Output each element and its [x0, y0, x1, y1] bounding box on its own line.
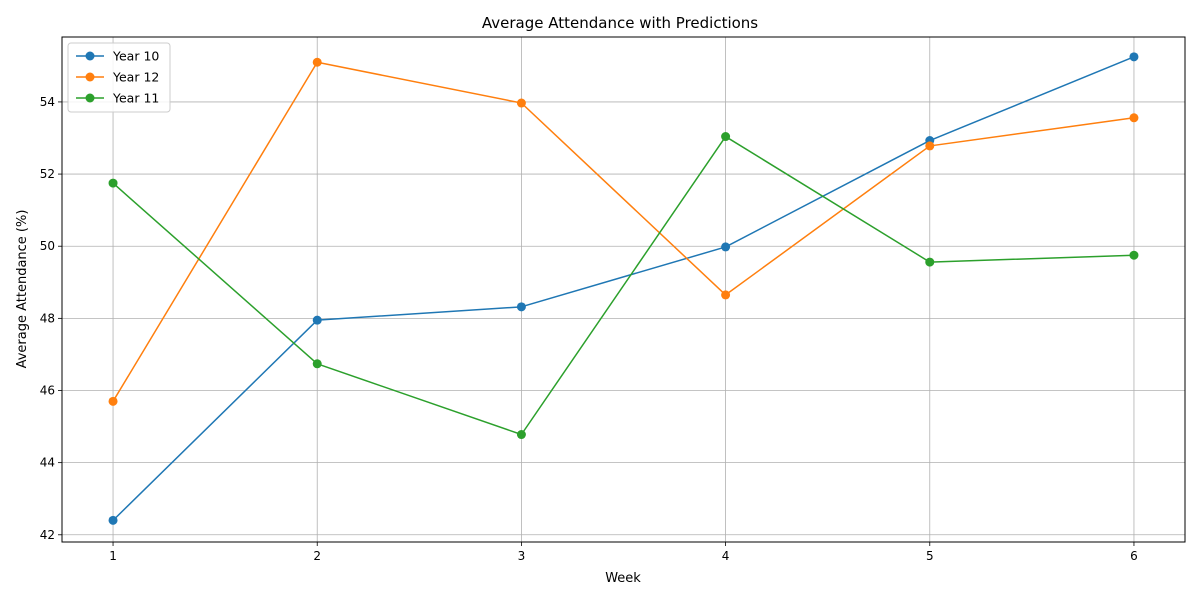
y-tick-label: 44	[40, 456, 55, 470]
x-tick-label: 1	[109, 549, 117, 563]
x-tick-label: 2	[313, 549, 321, 563]
legend-marker	[85, 51, 95, 61]
legend-item: Year 10	[76, 49, 159, 64]
y-tick-label: 42	[40, 528, 55, 542]
legend-marker	[85, 72, 95, 82]
series-group	[108, 52, 1139, 525]
data-point-year-10	[1129, 52, 1139, 62]
data-point-year-12	[721, 290, 731, 300]
legend-label: Year 12	[112, 70, 159, 85]
y-tick-label: 46	[40, 384, 55, 398]
series-line-year-12	[112, 61, 1135, 402]
data-point-year-10	[721, 242, 731, 252]
data-point-year-11	[108, 178, 118, 188]
y-tick-label: 50	[40, 239, 55, 253]
x-tick-label: 4	[722, 549, 730, 563]
data-point-year-11	[1129, 250, 1139, 260]
legend-marker	[85, 93, 95, 103]
data-point-year-12	[925, 141, 935, 151]
y-tick-label: 54	[40, 95, 55, 109]
legend-item: Year 12	[76, 70, 159, 85]
legend-box	[67, 42, 171, 113]
y-axis-title: Average Attendance (%)	[15, 210, 30, 369]
data-point-year-10	[516, 302, 526, 312]
chart-title: Average Attendance with Predictions	[482, 14, 758, 32]
legend-label: Year 11	[112, 91, 159, 106]
data-point-year-12	[516, 98, 526, 108]
x-axis-title: Week	[605, 571, 641, 586]
data-point-year-11	[925, 257, 935, 267]
data-point-year-10	[108, 515, 118, 525]
y-axis-ticks: 42 44 46 48 50 52 54	[40, 95, 62, 542]
legend-label: Year 10	[112, 49, 159, 64]
data-point-year-12	[312, 57, 322, 67]
data-point-year-11	[516, 430, 526, 440]
y-tick-label: 52	[40, 167, 55, 181]
legend: Year 10 Year 12 Year 11	[67, 42, 171, 113]
series-line-year-11	[112, 135, 1134, 436]
x-tick-label: 5	[926, 549, 934, 563]
legend-item: Year 11	[76, 91, 159, 106]
data-point-year-11	[721, 132, 731, 142]
x-tick-label: 3	[518, 549, 526, 563]
series-year-12	[108, 57, 1139, 406]
plot-frame	[61, 36, 1186, 543]
data-point-year-12	[108, 396, 118, 406]
x-axis-ticks: 1 2 3 4 5 6	[109, 542, 1138, 563]
data-point-year-12	[1129, 113, 1139, 123]
x-tick-label: 6	[1130, 549, 1138, 563]
data-point-year-11	[312, 359, 322, 369]
series-line-year-10	[112, 56, 1135, 521]
data-point-year-10	[312, 315, 322, 325]
series-year-11	[108, 132, 1139, 440]
y-tick-label: 48	[40, 311, 55, 325]
